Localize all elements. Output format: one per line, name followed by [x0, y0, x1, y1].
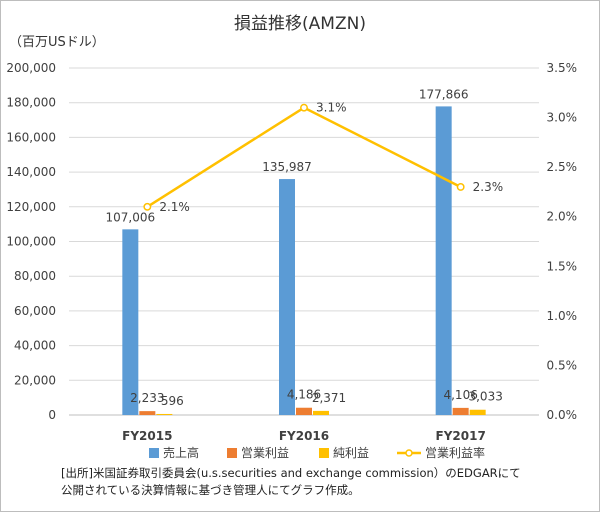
data-label: 3,033 [468, 390, 502, 404]
y2-tick-label: 0.5% [547, 358, 578, 372]
y2-tick-label: 2.5% [547, 160, 578, 174]
data-label: 2,233 [130, 391, 164, 405]
line-point [300, 103, 308, 112]
line-point [456, 183, 465, 191]
legend-label: 営業利益率 [425, 445, 485, 460]
bar-純利益 [313, 410, 329, 415]
y-tick-label: 40,000 [14, 339, 56, 353]
source-note-line-1: [出所]米国証券取引委員会(u.s.securities and exchang… [61, 466, 521, 480]
y-tick-label: 200,000 [6, 61, 56, 75]
y2-tick-label: 1.0% [547, 309, 578, 323]
x-tick-label: FY2015 [122, 429, 172, 443]
bar-純利益 [156, 413, 173, 415]
data-label: 135,987 [262, 160, 312, 174]
data-label: 177,866 [419, 87, 469, 101]
y-tick-label: 100,000 [6, 235, 56, 249]
legend-swatch [319, 448, 329, 458]
legend-label: 売上高 [163, 445, 199, 460]
legend-point-marker [405, 449, 413, 457]
legend-label: 純利益 [333, 446, 369, 460]
y2-tick-label: 3.5% [547, 61, 578, 75]
y2-tick-label: 0.0% [547, 408, 578, 422]
y-tick-label: 140,000 [6, 165, 56, 179]
legend-swatch [149, 448, 159, 458]
bar-営業利益 [296, 407, 312, 415]
y-tick-label: 160,000 [6, 130, 56, 144]
y2-tick-label: 2.0% [547, 210, 578, 224]
bar-営業利益 [139, 411, 156, 415]
bar-売上高 [122, 229, 139, 415]
chart-svg: 0 20,000 40,000 60,000 80,000 100,000 120,000 1… [6, 61, 578, 460]
y-tick-label: 120,000 [6, 200, 56, 214]
bar-売上高 [279, 179, 295, 415]
line-data-label: 3.1% [316, 101, 347, 115]
line-data-label: 2.3% [473, 180, 504, 194]
line-営業利益率 [146, 106, 462, 208]
y2-tick-label: 3.0% [547, 111, 578, 125]
data-label: 4,106 [443, 388, 477, 402]
y-tick-label: 20,000 [14, 373, 56, 387]
chart-title: 損益推移(AMZN) [234, 14, 366, 34]
legend-swatch [227, 448, 237, 458]
legend-label: 営業利益 [241, 446, 289, 460]
y-tick-label: 180,000 [6, 96, 56, 110]
bar-営業利益 [452, 407, 469, 415]
bar-純利益 [469, 409, 486, 415]
data-label: 4,186 [287, 388, 321, 402]
data-label: 596 [161, 394, 184, 408]
source-note: [出所]米国証券取引委員会(u.s.securities and exchang… [61, 465, 521, 499]
bar-売上高 [435, 106, 452, 415]
y-tick-label: 60,000 [14, 304, 56, 318]
source-note-line-2: 公開されている決算情報に基づき管理人にてグラフ作成。 [61, 483, 360, 497]
data-label: 2,371 [312, 391, 346, 405]
y-tick-label: 80,000 [14, 269, 56, 283]
y2-tick-label: 1.5% [547, 259, 578, 273]
data-label: 107,006 [106, 210, 156, 224]
line-data-label: 2.1% [159, 200, 190, 214]
y-tick-label: 0 [48, 408, 56, 422]
x-tick-label: FY2017 [436, 429, 486, 443]
line-point [143, 202, 152, 211]
x-tick-label: FY2016 [279, 429, 329, 443]
y-axis-unit-label: （百万USドル） [9, 35, 105, 50]
